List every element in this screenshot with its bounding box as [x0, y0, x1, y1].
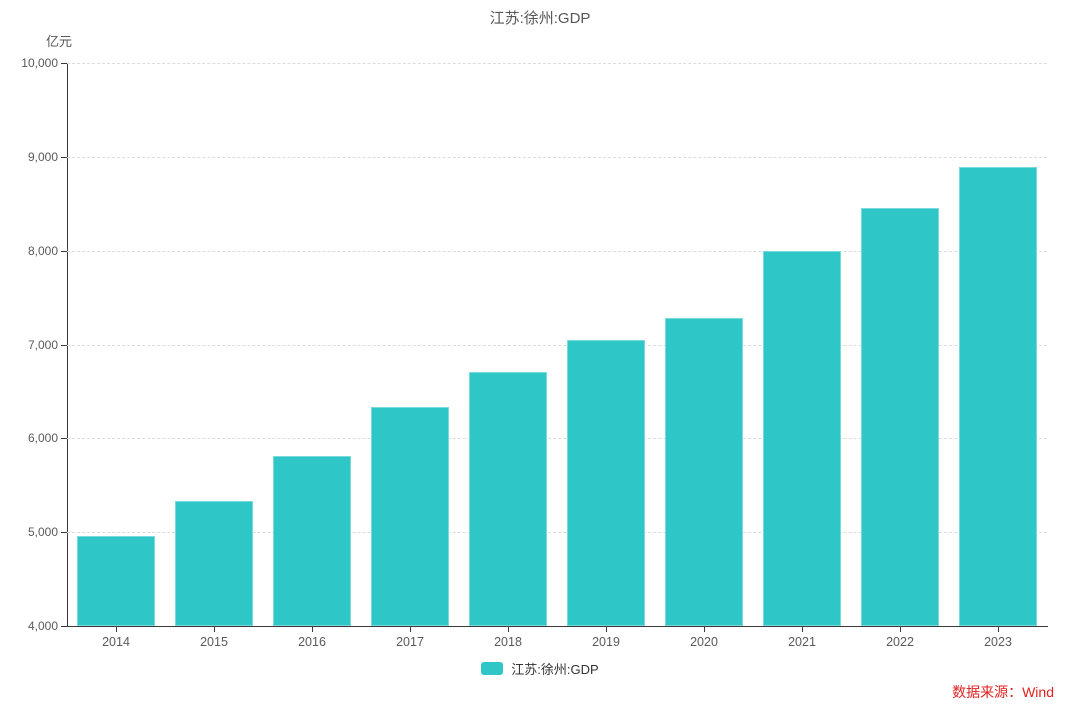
x-axis-tick-label: 2023 — [984, 635, 1012, 649]
bar-2019[interactable] — [567, 339, 645, 626]
bar-2017[interactable] — [371, 407, 449, 626]
x-axis-tick-mark — [606, 627, 607, 632]
y-axis-tick-mark — [61, 532, 67, 534]
gridline-9000 — [67, 156, 1047, 158]
y-axis-tick-mark — [61, 344, 67, 346]
gridline-6000 — [67, 438, 1047, 440]
gridline-8000 — [67, 250, 1047, 252]
x-axis-tick-label: 2020 — [690, 635, 718, 649]
x-axis-tick-mark — [410, 627, 411, 632]
y-axis-tick-label: 6,000 — [27, 431, 58, 446]
gridline-7000 — [67, 344, 1047, 346]
data-source-label: 数据来源：Wind — [952, 684, 1054, 700]
bar-2015[interactable] — [175, 501, 253, 626]
x-axis-tick-label: 2019 — [592, 635, 620, 649]
x-axis-tick-mark — [116, 627, 117, 632]
legend-item-gdp[interactable]: 江苏:徐州:GDP — [0, 659, 1080, 677]
x-axis-tick-mark — [900, 627, 901, 632]
x-axis-tick-label: 2016 — [298, 635, 326, 649]
y-axis-tick-mark — [61, 250, 67, 252]
x-axis-tick-mark — [214, 627, 215, 632]
y-axis-tick-label: 9,000 — [27, 149, 58, 164]
x-axis-tick-label: 2014 — [102, 635, 130, 649]
x-axis-tick-mark — [508, 627, 509, 632]
y-axis-tick-label: 4,000 — [27, 619, 58, 633]
gridline-5000 — [67, 532, 1047, 534]
bar-2018[interactable] — [469, 371, 547, 626]
y-axis-tick-mark — [61, 63, 67, 64]
x-axis-tick-label: 2017 — [396, 635, 424, 649]
bar-2023[interactable] — [959, 167, 1037, 626]
y-axis-tick-label: 7,000 — [27, 337, 58, 352]
y-axis-tick-label: 10,000 — [21, 56, 58, 70]
y-axis-tick-label: 8,000 — [27, 243, 58, 258]
chart-title: 江苏:徐州:GDP — [489, 10, 591, 27]
x-axis-tick-label: 2021 — [788, 635, 816, 649]
y-axis-tick-mark — [61, 156, 67, 158]
x-axis-tick-label: 2015 — [200, 635, 228, 649]
x-axis-tick-mark — [998, 627, 999, 632]
legend-swatch — [481, 661, 504, 675]
bar-2020[interactable] — [665, 318, 743, 626]
y-axis-tick-mark — [61, 438, 67, 440]
x-axis-tick-mark — [802, 627, 803, 632]
y-axis-unit-label: 亿元 — [46, 34, 73, 49]
bar-2016[interactable] — [273, 456, 351, 626]
x-axis-line — [67, 626, 1048, 627]
bar-2022[interactable] — [861, 207, 939, 626]
x-axis-tick-label: 2018 — [494, 635, 522, 649]
y-axis-tick-mark — [61, 626, 67, 627]
x-axis-tick-mark — [704, 627, 705, 632]
x-axis-tick-mark — [312, 627, 313, 632]
gridline-10000 — [67, 63, 1047, 64]
legend-label: 江苏:徐州:GDP — [511, 661, 599, 677]
x-axis-tick-label: 2022 — [886, 635, 914, 649]
bar-2021[interactable] — [763, 250, 841, 626]
bar-2014[interactable] — [77, 535, 155, 626]
y-axis-tick-label: 5,000 — [27, 525, 58, 540]
